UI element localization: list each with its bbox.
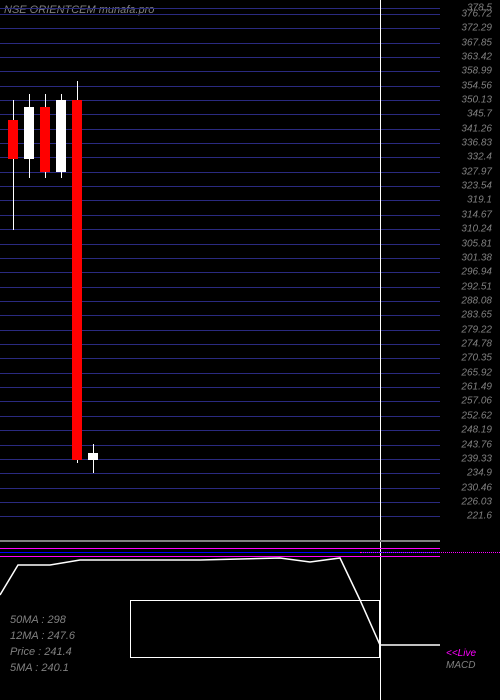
y-axis-label: 257.06 — [461, 396, 492, 407]
y-axis-label: 292.51 — [461, 281, 492, 292]
gridline — [0, 358, 440, 359]
gridline — [0, 57, 440, 58]
stat-5ma: 5MA : 240.1 — [10, 662, 69, 674]
gridline — [0, 502, 440, 503]
magenta-band-bottom — [0, 556, 440, 557]
y-axis-label: 274.78 — [461, 339, 492, 350]
gridline — [0, 445, 440, 446]
y-axis-label: 270.35 — [461, 353, 492, 364]
y-axis-label: 327.97 — [461, 166, 492, 177]
y-axis-label: 332.4 — [467, 152, 492, 163]
y-axis-label: 288.08 — [461, 295, 492, 306]
gridline — [0, 186, 440, 187]
y-axis-label: 221.6 — [467, 511, 492, 522]
gridline — [0, 459, 440, 460]
y-axis-label: 372.29 — [461, 23, 492, 34]
candle-body — [72, 100, 82, 460]
candle-body — [24, 107, 34, 159]
gridline — [0, 430, 440, 431]
gridline — [0, 244, 440, 245]
stat-12ma: 12MA : 247.6 — [10, 630, 75, 642]
gridline — [0, 100, 440, 101]
gridline — [0, 200, 440, 201]
gridline — [0, 387, 440, 388]
gridline — [0, 28, 440, 29]
gridline — [0, 516, 440, 517]
candle-body — [40, 107, 50, 172]
vertical-cursor-line — [380, 0, 381, 700]
indicator-histogram-box — [130, 600, 380, 658]
y-axis-label: 301.38 — [461, 252, 492, 263]
y-axis-label: 367.85 — [461, 37, 492, 48]
live-label: <<Live — [446, 648, 476, 659]
y-axis-label: 283.65 — [461, 310, 492, 321]
y-axis-label: 310.24 — [461, 224, 492, 235]
gridline — [0, 473, 440, 474]
gridline — [0, 272, 440, 273]
y-axis-label: 305.81 — [461, 238, 492, 249]
gridline — [0, 71, 440, 72]
y-axis-label: 248.19 — [461, 425, 492, 436]
gridline — [0, 8, 440, 9]
gridline — [0, 287, 440, 288]
gridline — [0, 114, 440, 115]
y-axis-label: 226.03 — [461, 496, 492, 507]
gridline — [0, 43, 440, 44]
indicator-top-border — [0, 540, 440, 542]
y-axis-label: 319.1 — [467, 195, 492, 206]
y-axis-label: 323.54 — [461, 181, 492, 192]
magenta-band-top — [0, 548, 440, 549]
gridline — [0, 330, 440, 331]
y-axis-label: 239.33 — [461, 453, 492, 464]
gridline — [0, 301, 440, 302]
magenta-dotted-line — [360, 552, 500, 553]
y-axis-label: 234.9 — [467, 468, 492, 479]
y-axis-label: 336.83 — [461, 138, 492, 149]
y-axis-label: 350.13 — [461, 94, 492, 105]
y-axis-label: 279.22 — [461, 324, 492, 335]
gridline — [0, 129, 440, 130]
gridline — [0, 344, 440, 345]
y-axis-label: 265.92 — [461, 367, 492, 378]
stat-50ma: 50MA : 298 — [10, 614, 66, 626]
gridline — [0, 172, 440, 173]
gridline — [0, 14, 440, 15]
chart-container: NSE ORIENTCEM munafa.pro 378.5376.72372.… — [0, 0, 500, 700]
y-axis-label: 243.76 — [461, 439, 492, 450]
y-axis-label: 261.49 — [461, 382, 492, 393]
y-axis-label: 314.67 — [461, 209, 492, 220]
y-axis-label: 358.99 — [461, 66, 492, 77]
stat-price: Price : 241.4 — [10, 646, 72, 658]
y-axis-label: 354.56 — [461, 80, 492, 91]
price-chart: NSE ORIENTCEM munafa.pro 378.5376.72372.… — [0, 0, 500, 540]
candle-body — [56, 100, 66, 171]
gridline — [0, 373, 440, 374]
gridline — [0, 401, 440, 402]
macd-label: MACD — [446, 660, 475, 671]
gridline — [0, 157, 440, 158]
y-axis-label: 345.7 — [467, 109, 492, 120]
gridline — [0, 229, 440, 230]
gridline — [0, 416, 440, 417]
y-axis-label: 363.42 — [461, 51, 492, 62]
y-axis-label: 341.26 — [461, 123, 492, 134]
gridline — [0, 86, 440, 87]
gridline — [0, 215, 440, 216]
gridline — [0, 488, 440, 489]
candle-body — [8, 120, 18, 159]
gridline — [0, 258, 440, 259]
gridline — [0, 143, 440, 144]
candle-body — [88, 453, 98, 459]
gridline — [0, 315, 440, 316]
y-axis-label: 230.46 — [461, 482, 492, 493]
y-axis-label: 296.94 — [461, 267, 492, 278]
y-axis-label: 376.72 — [461, 8, 492, 19]
y-axis-label: 252.62 — [461, 410, 492, 421]
